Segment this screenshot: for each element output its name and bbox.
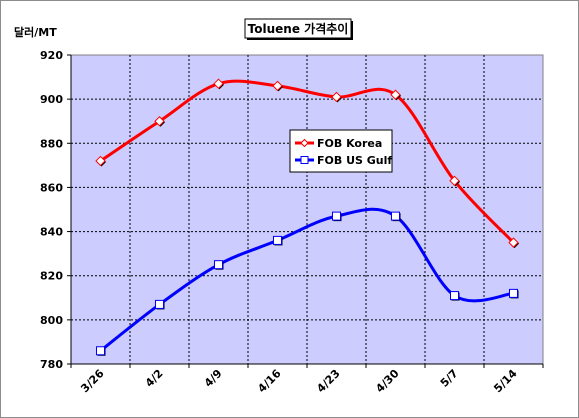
series-fob-korea xyxy=(95,78,519,249)
data-point xyxy=(450,291,459,301)
data-point xyxy=(509,288,518,298)
grid-lines xyxy=(70,55,543,365)
y-tick-label: 780 xyxy=(40,358,63,371)
legend-label: FOB US Gulf xyxy=(317,154,392,167)
series-fob-us-gulf xyxy=(96,207,519,356)
data-point xyxy=(273,235,282,245)
x-tick-label: 4/2 xyxy=(143,367,166,390)
y-tick-label: 820 xyxy=(40,270,63,283)
data-point xyxy=(213,78,224,89)
data-point xyxy=(154,116,165,127)
data-point xyxy=(214,260,223,270)
data-point xyxy=(95,155,106,167)
y-tick-label: 840 xyxy=(40,226,63,239)
y-axis-ticks: 780 800 820 840 860 880 900 920 xyxy=(40,49,71,371)
data-point xyxy=(96,346,105,356)
y-tick-label: 860 xyxy=(40,181,63,194)
data-point xyxy=(508,237,519,248)
series-line xyxy=(99,207,514,352)
x-tick-label: 5/7 xyxy=(438,367,461,390)
legend-box xyxy=(289,129,393,173)
y-tick-label: 880 xyxy=(40,137,63,150)
legend-item: FOB US Gulf xyxy=(295,154,392,167)
x-tick-label: 4/23 xyxy=(314,367,342,395)
data-point xyxy=(331,91,342,103)
x-tick-label: 4/9 xyxy=(202,367,225,390)
x-tick-label: 5/14 xyxy=(491,367,520,396)
x-axis-ticks: 3/26 4/2 4/9 4/16 4/23 4/30 5/7 5/14 xyxy=(70,364,544,396)
y-tick-label: 900 xyxy=(40,93,63,106)
y-tick-label: 800 xyxy=(40,314,63,327)
data-point xyxy=(155,299,164,309)
data-point xyxy=(449,175,460,187)
series-layer xyxy=(95,78,519,356)
y-tick-label: 920 xyxy=(40,49,63,62)
data-point xyxy=(332,211,341,221)
x-tick-label: 3/26 xyxy=(78,367,107,396)
x-tick-label: 4/16 xyxy=(255,367,284,396)
chart-title-text: Toluene 가격추이 xyxy=(248,21,349,36)
data-point xyxy=(391,211,400,221)
chart-title: Toluene 가격추이 xyxy=(244,18,353,40)
data-point xyxy=(390,89,401,100)
legend-swatch-marker xyxy=(300,156,309,164)
legend-item: FOB Korea xyxy=(295,137,382,150)
legend-label: FOB Korea xyxy=(317,137,382,150)
x-tick-label: 4/30 xyxy=(373,367,402,396)
y-axis-unit-label: 달러/MT xyxy=(14,25,57,39)
legend-swatch-marker xyxy=(300,138,309,148)
data-point xyxy=(272,80,283,92)
legend: FOB Korea FOB US Gulf xyxy=(289,129,393,173)
